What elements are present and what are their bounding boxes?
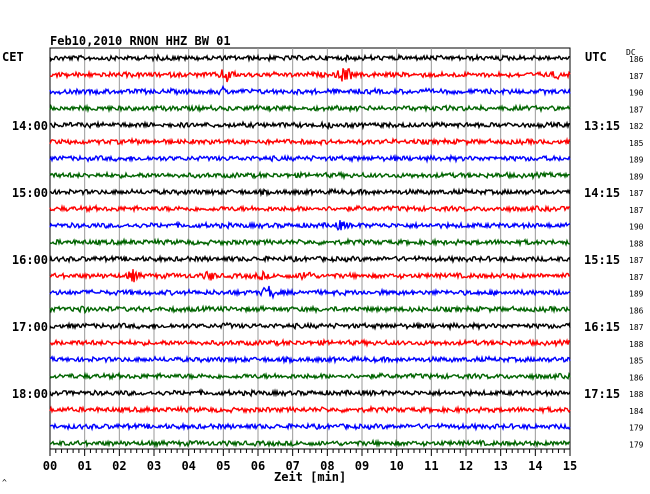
dc-value-4: 182 [629, 122, 644, 131]
trace-1 [49, 68, 571, 83]
dc-value-19: 186 [629, 373, 644, 382]
dc-value-17: 188 [629, 340, 644, 349]
dc-value-0: 186 [629, 55, 644, 64]
x-tick-label-05: 05 [216, 459, 230, 473]
dc-value-3: 187 [629, 105, 644, 114]
trace-10 [49, 220, 571, 231]
dc-value-5: 185 [629, 139, 644, 148]
x-tick-label-04: 04 [181, 459, 195, 473]
corner-mark: ^ [2, 478, 7, 487]
x-tick-label-09: 09 [355, 459, 369, 473]
dc-value-10: 190 [629, 223, 644, 232]
dc-value-14: 189 [629, 290, 644, 299]
trace-22 [49, 421, 571, 432]
dc-value-12: 187 [629, 256, 644, 265]
dc-value-8: 187 [629, 189, 644, 198]
right-time-label-1: 14:15 [584, 186, 620, 200]
dc-value-23: 179 [629, 440, 644, 449]
dc-value-6: 189 [629, 156, 644, 165]
left-time-label-0: 14:00 [12, 119, 48, 133]
trace-15 [49, 304, 571, 315]
trace-3 [49, 103, 571, 114]
dc-value-11: 188 [629, 239, 644, 248]
x-tick-label-13: 13 [493, 459, 507, 473]
x-tick-label-14: 14 [528, 459, 542, 473]
right-time-label-0: 13:15 [584, 119, 620, 133]
x-tick-label-06: 06 [251, 459, 265, 473]
trace-12 [49, 254, 571, 265]
dc-value-18: 185 [629, 357, 644, 366]
trace-5 [49, 136, 571, 147]
dc-column-label: DC [626, 48, 636, 57]
left-time-label-4: 18:00 [12, 387, 48, 401]
trace-13 [49, 269, 571, 283]
dc-value-21: 184 [629, 407, 644, 416]
dc-value-20: 188 [629, 390, 644, 399]
x-tick-label-01: 01 [77, 459, 91, 473]
trace-0 [49, 53, 571, 64]
right-time-label-4: 17:15 [584, 387, 620, 401]
dc-value-13: 187 [629, 273, 644, 282]
right-time-label-3: 16:15 [584, 320, 620, 334]
chart-title: Feb10,2010 RNON HHZ BW 01 [50, 34, 231, 48]
dc-value-22: 179 [629, 424, 644, 433]
trace-9 [49, 203, 571, 214]
x-tick-label-10: 10 [389, 459, 403, 473]
trace-2 [49, 84, 571, 97]
trace-17 [49, 337, 571, 348]
trace-16 [49, 321, 571, 332]
x-tick-label-11: 11 [424, 459, 438, 473]
trace-21 [49, 404, 571, 415]
trace-8 [49, 187, 571, 198]
x-tick-label-02: 02 [112, 459, 126, 473]
dc-value-9: 187 [629, 206, 644, 215]
dc-value-15: 186 [629, 306, 644, 315]
trace-7 [49, 170, 571, 181]
dc-value-7: 189 [629, 172, 644, 181]
x-tick-label-03: 03 [147, 459, 161, 473]
trace-11 [49, 237, 571, 248]
right-zone-label: UTC [585, 50, 607, 64]
dc-value-1: 187 [629, 72, 644, 81]
x-axis-label: Zeit [min] [274, 470, 347, 484]
left-zone-label: CET [2, 50, 24, 64]
trace-20 [49, 388, 571, 398]
trace-14 [49, 285, 571, 300]
trace-19 [49, 371, 571, 382]
trace-6 [49, 153, 571, 164]
right-time-label-2: 15:15 [584, 253, 620, 267]
x-tick-label-00: 00 [43, 459, 57, 473]
left-time-label-1: 15:00 [12, 186, 48, 200]
trace-18 [49, 354, 571, 365]
dc-value-2: 190 [629, 89, 644, 98]
left-time-label-2: 16:00 [12, 253, 48, 267]
x-tick-label-15: 15 [563, 459, 577, 473]
left-time-label-3: 17:00 [12, 320, 48, 334]
dc-value-16: 187 [629, 323, 644, 332]
x-tick-label-12: 12 [459, 459, 473, 473]
trace-23 [49, 438, 570, 449]
trace-4 [49, 119, 571, 131]
x-tick-label-07: 07 [285, 459, 299, 473]
x-tick-label-08: 08 [320, 459, 334, 473]
